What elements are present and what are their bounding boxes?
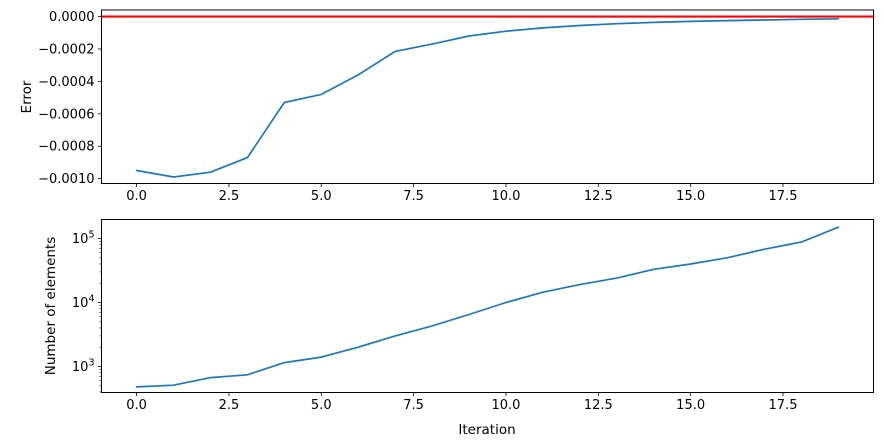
top-y-axis-label: Error — [19, 80, 35, 114]
x-tick-label: 2.5 — [219, 189, 240, 204]
x-tick-label: 17.5 — [769, 189, 798, 204]
x-tick-label: 2.5 — [219, 398, 240, 413]
y-tick-label: 103 — [72, 357, 95, 375]
x-tick-label: 5.0 — [311, 189, 332, 204]
y-tick-label: −0.0010 — [38, 172, 94, 187]
x-tick-label: 12.5 — [584, 398, 613, 413]
x-tick-label: 0.0 — [126, 398, 147, 413]
x-tick-label: 15.0 — [676, 398, 705, 413]
y-tick-label: −0.0006 — [38, 107, 94, 122]
x-tick-label: 15.0 — [676, 189, 705, 204]
y-tick-label: 104 — [72, 293, 95, 311]
x-tick-label: 17.5 — [769, 398, 798, 413]
num-elements-line — [135, 226, 840, 388]
error-line — [135, 17, 840, 178]
y-tick-label: −0.0004 — [38, 75, 94, 90]
x-axis-label: Iteration — [458, 422, 516, 438]
x-tick-label: 7.5 — [403, 398, 424, 413]
x-tick-label: 0.0 — [126, 189, 147, 204]
x-tick-label: 5.0 — [311, 398, 332, 413]
y-tick-label: −0.0008 — [38, 140, 94, 155]
x-tick-label: 7.5 — [403, 189, 424, 204]
x-tick-label: 10.0 — [491, 398, 520, 413]
x-tick-label: 10.0 — [491, 189, 520, 204]
x-tick-label: 12.5 — [584, 189, 613, 204]
y-tick-label: 105 — [72, 229, 95, 247]
bottom-y-axis-label: Number of elements — [43, 236, 59, 376]
top-axes-frame — [101, 9, 874, 184]
bottom-axes-frame — [101, 219, 874, 393]
y-tick-label: −0.0002 — [38, 42, 94, 57]
y-tick-label: 0.0000 — [49, 10, 95, 25]
